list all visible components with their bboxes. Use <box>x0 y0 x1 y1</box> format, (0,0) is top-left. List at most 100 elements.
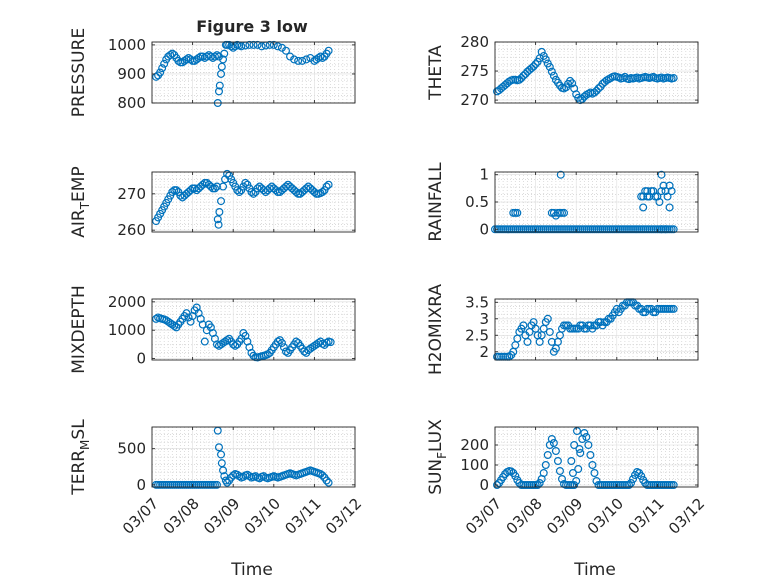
data-point <box>667 187 676 196</box>
data-point <box>639 203 648 212</box>
data-point <box>533 481 542 490</box>
data-point <box>247 188 256 197</box>
y-axis-label: TERRMSL <box>69 419 92 496</box>
data-point <box>543 314 552 323</box>
data-point <box>290 55 299 64</box>
data-point <box>556 170 565 179</box>
data-point <box>273 337 282 346</box>
data-point <box>541 461 550 470</box>
data-point <box>570 481 579 490</box>
data-point <box>237 42 246 51</box>
data-point <box>584 441 593 450</box>
data-point <box>233 186 242 195</box>
data-point <box>669 225 678 234</box>
y-tick-label: 2 <box>479 343 489 361</box>
data-point <box>545 327 554 336</box>
data-point <box>277 338 286 347</box>
data-point <box>318 471 327 480</box>
subplot-3: 260 270 AIRTEMP <box>69 166 356 239</box>
data-point <box>549 439 558 448</box>
data-point <box>292 337 301 346</box>
subplot-4: 0 0.5 1 RAINFALL <box>426 162 699 242</box>
data-point <box>669 304 678 313</box>
data-point <box>590 469 599 478</box>
data-point <box>245 472 254 481</box>
y-tick-label: 800 <box>117 94 146 112</box>
y-axis-label: PRESSURE <box>69 28 89 117</box>
y-axis-label: MIXDEPTH <box>69 285 89 374</box>
data-point <box>519 321 528 330</box>
data-point <box>566 76 575 85</box>
data-point <box>627 479 636 488</box>
data-point <box>568 79 577 88</box>
data-point <box>575 445 584 454</box>
data-point <box>223 169 232 178</box>
data-point <box>231 341 240 350</box>
y-tick-label: 280 <box>460 33 489 51</box>
data-point <box>269 40 278 49</box>
data-point <box>578 94 587 103</box>
data-point <box>511 472 520 481</box>
data-point <box>231 42 240 51</box>
y-tick-label: 275 <box>460 62 489 80</box>
axes-box <box>151 41 356 104</box>
data-point <box>527 64 536 73</box>
data-point <box>158 64 167 73</box>
data-point <box>318 53 327 62</box>
data-point <box>560 208 569 217</box>
axes-box <box>151 426 356 488</box>
data-point <box>214 87 223 96</box>
data-point <box>547 67 556 76</box>
data-point <box>549 71 558 80</box>
x-axis-label-left: Time <box>230 560 273 580</box>
data-point <box>186 55 195 64</box>
data-point <box>669 481 678 490</box>
data-point <box>212 51 221 60</box>
data-point <box>206 182 215 191</box>
y-tick-label: 1000 <box>108 36 146 54</box>
data-point <box>657 225 666 234</box>
y-tick-label: 1 <box>479 166 489 184</box>
data-point <box>214 443 223 452</box>
data-point <box>545 62 554 71</box>
data-point <box>223 336 232 345</box>
data-point <box>324 478 333 487</box>
data-point <box>217 450 226 459</box>
axes-box <box>151 298 356 361</box>
y-tick-label: 100 <box>460 456 489 474</box>
data-point <box>257 42 266 51</box>
y-tick-label: 500 <box>117 440 146 458</box>
data-point <box>519 71 528 80</box>
data-point <box>219 182 228 191</box>
y-tick-label: 3.5 <box>465 293 489 311</box>
data-point <box>659 181 668 190</box>
data-point <box>537 47 546 56</box>
data-point <box>220 49 229 58</box>
data-point <box>326 338 335 347</box>
data-point <box>210 52 219 61</box>
axes-box <box>494 298 699 361</box>
data-point <box>212 182 221 191</box>
figure-title: Figure 3 low <box>196 17 308 36</box>
data-point <box>547 337 556 346</box>
data-point <box>573 427 582 436</box>
data-point <box>186 186 195 195</box>
data-point <box>661 225 670 234</box>
data-point <box>174 56 183 65</box>
data-point <box>172 186 181 195</box>
data-point <box>200 337 209 346</box>
data-point <box>637 472 646 481</box>
data-point <box>324 180 333 189</box>
data-point <box>168 188 177 197</box>
data-point <box>629 475 638 484</box>
y-axis-label: SUNFLUX <box>426 419 449 495</box>
data-point <box>212 480 221 489</box>
data-point <box>555 467 564 476</box>
data-point <box>215 81 224 90</box>
data-point <box>594 84 603 93</box>
data-point <box>645 192 654 201</box>
data-point <box>531 60 540 69</box>
y-tick-label: 2.5 <box>465 326 489 344</box>
